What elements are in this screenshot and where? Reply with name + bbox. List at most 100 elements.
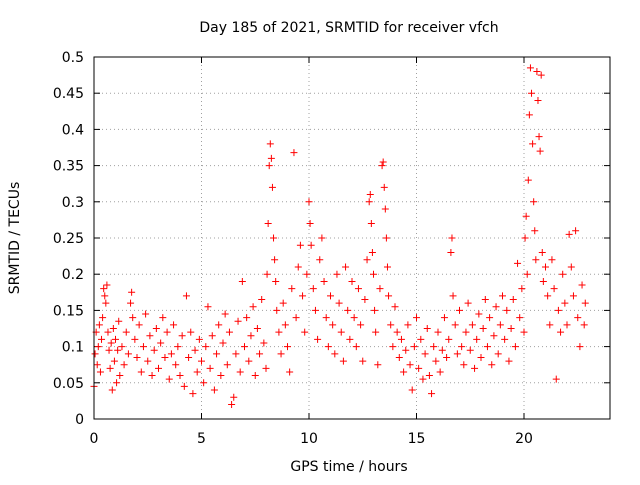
data-point bbox=[499, 292, 506, 300]
data-point bbox=[432, 357, 440, 365]
data-point bbox=[425, 372, 433, 380]
data-point bbox=[381, 205, 389, 213]
data-point bbox=[146, 332, 154, 340]
data-point bbox=[150, 346, 158, 354]
data-point bbox=[303, 270, 311, 278]
data-point bbox=[301, 328, 309, 336]
data-point bbox=[460, 361, 468, 369]
data-point bbox=[251, 372, 259, 380]
data-point bbox=[376, 285, 384, 293]
data-point bbox=[284, 343, 291, 351]
data-point bbox=[157, 339, 165, 347]
data-point bbox=[268, 183, 276, 191]
data-point bbox=[406, 361, 414, 369]
data-point bbox=[344, 306, 352, 314]
data-point bbox=[170, 321, 178, 329]
data-point bbox=[263, 270, 271, 278]
data-point bbox=[223, 361, 231, 369]
data-point bbox=[238, 277, 246, 285]
data-point bbox=[234, 317, 242, 325]
data-point bbox=[178, 332, 186, 340]
data-point bbox=[103, 281, 111, 289]
data-point bbox=[389, 343, 397, 351]
data-point bbox=[561, 299, 569, 307]
data-point bbox=[307, 241, 315, 249]
data-point bbox=[208, 332, 216, 340]
data-point bbox=[557, 328, 565, 336]
x-tick-label: 20 bbox=[515, 431, 533, 447]
data-point bbox=[370, 270, 377, 278]
data-point bbox=[528, 89, 536, 97]
data-point bbox=[265, 162, 273, 170]
data-point bbox=[258, 296, 266, 304]
data-point bbox=[448, 234, 456, 242]
data-point bbox=[494, 350, 502, 358]
data-point bbox=[316, 256, 324, 264]
data-point bbox=[290, 149, 298, 157]
data-point bbox=[530, 198, 538, 206]
data-point bbox=[161, 353, 169, 361]
data-point bbox=[131, 335, 139, 343]
data-point bbox=[565, 230, 573, 238]
data-point bbox=[537, 71, 545, 79]
x-tick-label: 0 bbox=[90, 431, 99, 447]
data-point bbox=[539, 277, 547, 285]
data-point bbox=[264, 220, 272, 228]
data-point bbox=[430, 343, 438, 351]
data-point bbox=[241, 343, 248, 351]
data-point bbox=[518, 285, 526, 293]
data-point bbox=[329, 321, 337, 329]
data-point bbox=[552, 375, 560, 383]
data-point bbox=[155, 364, 162, 372]
data-point bbox=[94, 343, 102, 351]
data-point bbox=[428, 390, 436, 398]
data-point bbox=[198, 357, 205, 365]
data-point bbox=[273, 306, 281, 314]
data-point bbox=[139, 343, 147, 351]
data-point bbox=[110, 357, 118, 365]
data-point bbox=[296, 241, 304, 249]
plot-frame bbox=[93, 56, 611, 420]
data-point bbox=[339, 357, 347, 365]
data-point bbox=[445, 335, 453, 343]
data-point bbox=[576, 343, 584, 351]
data-point bbox=[271, 256, 279, 264]
data-point bbox=[335, 299, 343, 307]
data-point bbox=[462, 328, 470, 336]
data-point bbox=[581, 299, 589, 307]
data-point bbox=[423, 325, 431, 332]
data-point bbox=[367, 220, 375, 228]
data-point bbox=[277, 350, 285, 358]
data-point bbox=[167, 350, 175, 358]
data-point bbox=[458, 343, 466, 351]
data-point bbox=[114, 346, 122, 354]
data-point bbox=[128, 288, 136, 296]
data-point bbox=[133, 353, 141, 361]
y-tick-label: 0.35 bbox=[53, 159, 84, 175]
data-point bbox=[532, 256, 540, 264]
data-point bbox=[574, 314, 582, 322]
x-tick-label: 5 bbox=[197, 431, 206, 447]
data-point bbox=[548, 256, 556, 264]
data-point bbox=[247, 332, 255, 340]
data-point bbox=[180, 382, 188, 390]
data-point bbox=[148, 372, 156, 380]
data-point bbox=[559, 270, 567, 278]
data-point bbox=[536, 147, 544, 155]
data-point bbox=[163, 328, 171, 336]
data-point bbox=[417, 335, 425, 343]
y-tick-label: 0.1 bbox=[62, 340, 84, 356]
data-point bbox=[320, 277, 328, 285]
data-point bbox=[104, 328, 112, 336]
data-point bbox=[533, 67, 541, 75]
data-point bbox=[266, 140, 274, 148]
data-point bbox=[477, 353, 485, 361]
data-point bbox=[230, 393, 238, 401]
data-point bbox=[397, 335, 405, 343]
data-point bbox=[267, 154, 275, 162]
data-point bbox=[176, 372, 184, 380]
data-point bbox=[569, 292, 577, 300]
data-point bbox=[96, 368, 104, 376]
data-point bbox=[318, 234, 326, 242]
